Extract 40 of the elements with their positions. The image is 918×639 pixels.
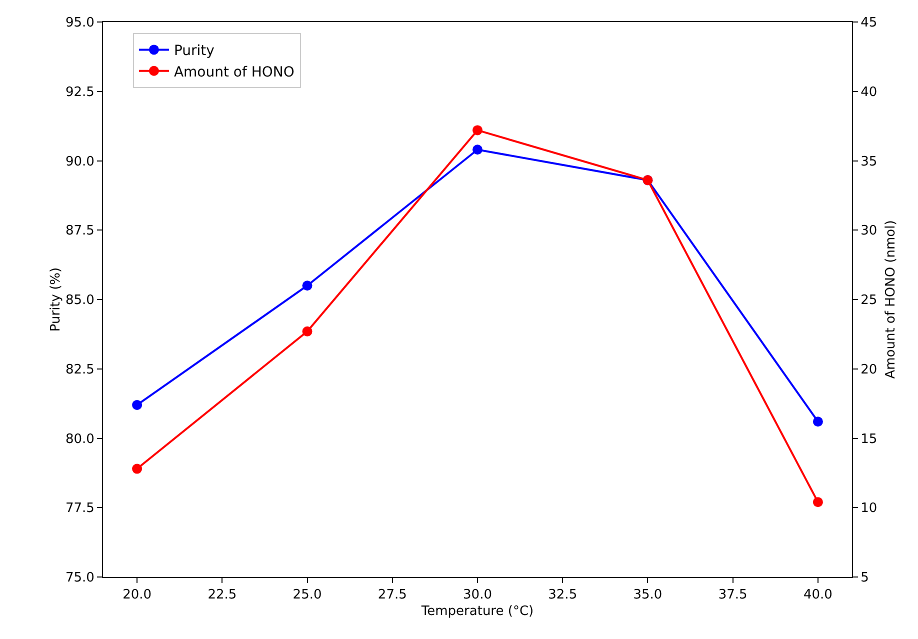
y-tick-label: 82.5 — [65, 362, 94, 378]
y2-tick-label: 40 — [860, 84, 878, 100]
y2-tick-label: 45 — [860, 16, 878, 31]
x-tick-label: 32.5 — [548, 588, 578, 603]
y2-tick-label: 35 — [860, 154, 878, 170]
y-tick-label: 87.5 — [65, 224, 94, 239]
point — [302, 326, 312, 336]
x-tick-label: 25.0 — [292, 588, 322, 603]
point — [302, 280, 312, 291]
x-tick-label: 22.5 — [208, 588, 237, 603]
y2-tick-label: 30 — [860, 224, 878, 239]
point — [472, 144, 482, 155]
y-axis-title: Purity (%) — [48, 267, 64, 332]
y2-tick-label: 25 — [860, 293, 878, 308]
x-tick-label: 30.0 — [463, 588, 492, 603]
legend-label: Purity — [174, 43, 214, 60]
point — [132, 400, 142, 410]
y-tick-label: 92.5 — [65, 84, 94, 100]
point — [472, 125, 482, 136]
legend-label: Amount of HONO — [174, 64, 294, 80]
y2-tick-label: 15 — [860, 432, 878, 447]
y-tick-label: 85.0 — [65, 293, 94, 308]
y2-tick-label: 20 — [860, 362, 878, 378]
y2-tick-label: 10 — [860, 501, 878, 516]
x-tick-label: 20.0 — [122, 588, 152, 603]
x-tick-label: 35.0 — [633, 588, 662, 603]
y-tick-label: 77.5 — [65, 501, 94, 516]
x-tick-label: 40.0 — [803, 588, 832, 603]
x-tick-label: 27.5 — [378, 588, 407, 603]
point — [812, 497, 823, 508]
y-tick-label: 75.0 — [65, 570, 94, 586]
y-tick-label: 80.0 — [65, 432, 94, 447]
x-axis-title: Temperature (°C) — [420, 604, 534, 620]
y-tick-label: 95.0 — [65, 16, 94, 31]
y2-axis-title: Amount of HONO (nmol) — [884, 220, 898, 379]
point — [812, 416, 823, 427]
x-tick-label: 37.5 — [718, 588, 748, 603]
y2-tick-label: 5 — [860, 570, 869, 586]
y-tick-label: 90.0 — [65, 154, 94, 170]
point — [132, 464, 142, 474]
